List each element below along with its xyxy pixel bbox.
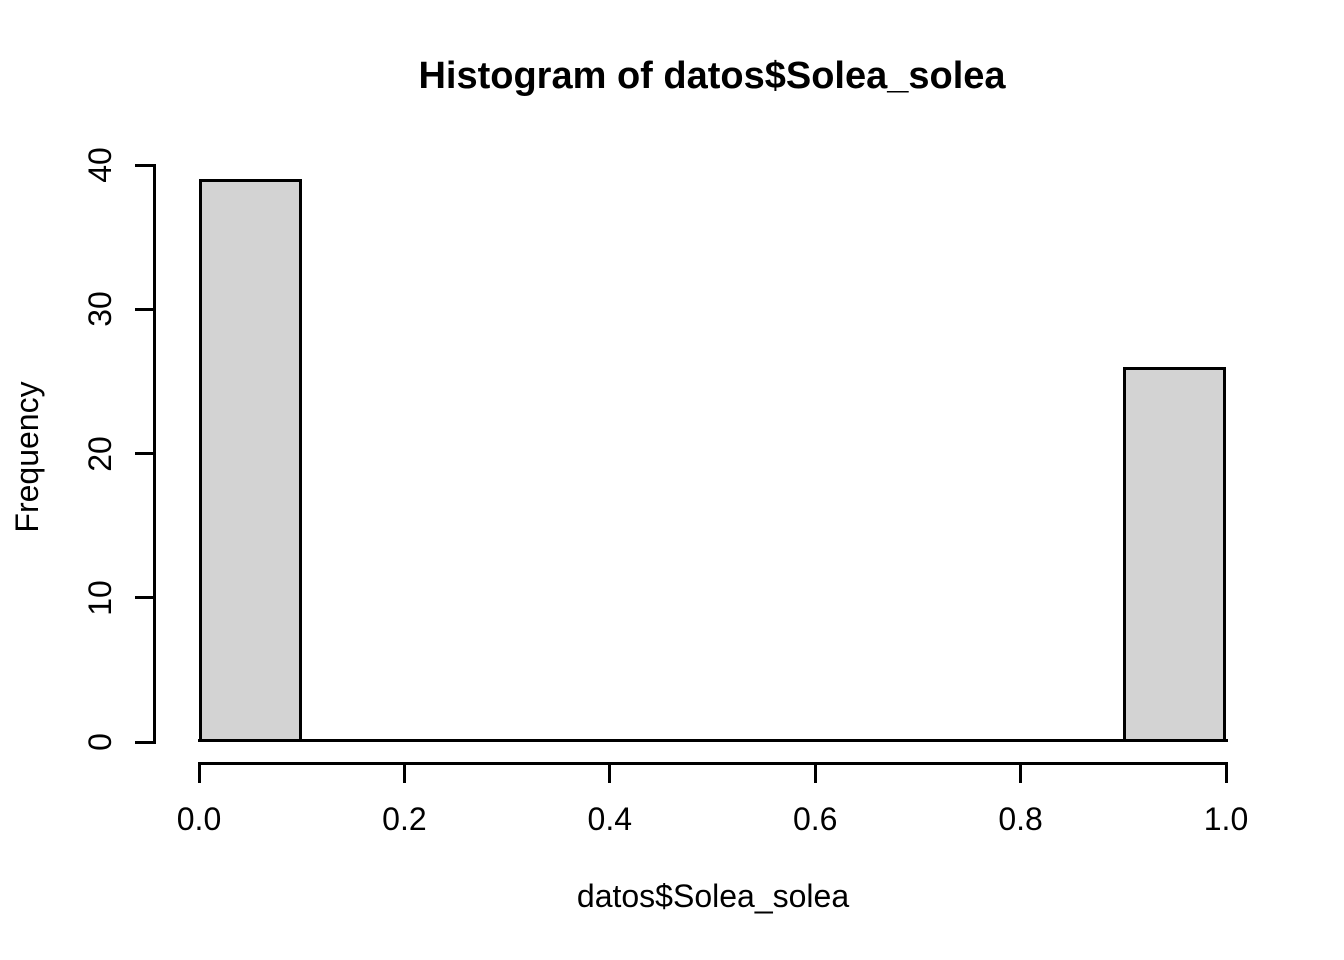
- x-tick-label: 0.0: [176, 801, 222, 837]
- y-axis-tick: [135, 163, 153, 167]
- x-tick-label: 0.8: [998, 801, 1043, 837]
- chart-title: Histogram of datos$Solea_solea: [418, 55, 1006, 97]
- x-axis-tick: [813, 762, 817, 783]
- y-tick-label: 40: [82, 147, 118, 183]
- x-tick-label: 0.4: [587, 801, 633, 837]
- x-axis-tick: [1019, 762, 1023, 783]
- y-axis-tick: [135, 452, 153, 455]
- x-axis-tick: [1224, 762, 1228, 783]
- x-axis-line: [197, 762, 1228, 765]
- y-axis-tick: [135, 740, 153, 744]
- x-axis-tick: [197, 762, 201, 783]
- y-axis-line: [153, 163, 156, 744]
- y-tick-label: 10: [82, 579, 118, 616]
- histogram-bar: [1123, 366, 1226, 742]
- y-axis-tick: [135, 596, 153, 600]
- x-axis-tick: [608, 762, 612, 783]
- y-tick-label: 0: [82, 733, 118, 751]
- x-axis-label: datos$Solea_solea: [576, 878, 850, 914]
- y-axis-tick: [135, 307, 153, 311]
- y-tick-label: 30: [82, 291, 118, 328]
- x-axis-tick: [402, 762, 406, 783]
- x-tick-label: 0.2: [382, 801, 427, 837]
- y-tick-label: 20: [82, 435, 118, 472]
- x-tick-label: 0.6: [792, 801, 838, 837]
- histogram-zero-line: [197, 739, 1228, 742]
- histogram-bar: [199, 179, 302, 742]
- x-tick-label: 1.0: [1203, 801, 1249, 837]
